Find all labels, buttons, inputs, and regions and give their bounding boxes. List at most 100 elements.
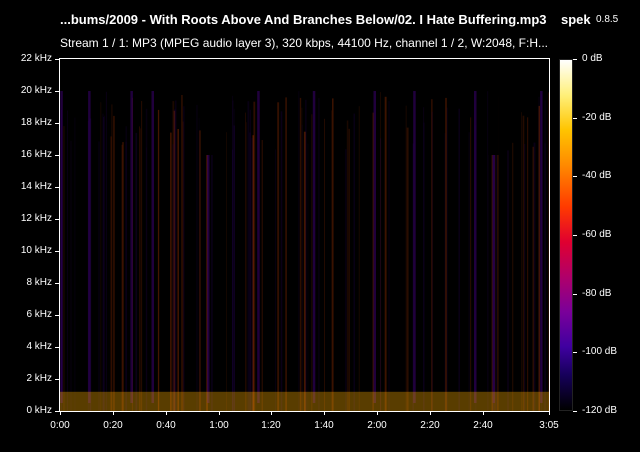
spectral-streak [358,106,360,411]
spectral-streak [497,96,499,411]
spectral-streak [253,101,256,411]
time-tick-mark [549,411,550,415]
spectral-streak [285,97,287,411]
spectral-streak [70,140,72,411]
spectral-streak [507,150,509,411]
db-tick-mark [573,294,577,295]
spectral-streak [182,106,185,411]
spectral-streak [140,128,142,411]
spectral-streak [103,116,105,411]
spectral-streak [470,117,472,411]
db-tick-label: -100 dB [582,346,618,357]
quiet-gap [257,91,260,403]
spectral-streak [423,122,425,411]
db-tick-label: -60 dB [582,229,612,240]
spectral-streak [299,97,302,411]
quiet-gap [130,91,133,403]
spectral-streak [544,143,546,411]
spectral-streak [141,101,143,411]
spectral-streak [346,120,349,411]
db-tick-mark [573,118,577,119]
spectral-streak [172,101,175,411]
freq-tick-mark [55,155,59,156]
time-tick-label: 2:20 [420,420,440,431]
db-tick-label: -80 dB [582,288,612,299]
spectral-streak [248,132,251,411]
time-tick-mark [377,411,378,415]
time-tick-label: 0:40 [156,420,176,431]
spectral-streak [175,100,177,411]
spectral-streak [372,112,374,411]
spectral-streak [307,143,309,411]
file-title: ...bums/2009 - With Roots Above And Bran… [60,12,547,27]
spectral-streak [245,112,246,411]
time-tick-mark [324,411,325,415]
db-tick-mark [573,235,577,236]
db-tick-label: -120 dB [582,405,618,416]
spectral-streak [301,124,303,411]
spectral-streak [173,109,176,411]
spectral-streak [125,141,127,411]
spectral-streak [173,110,176,411]
time-tick-mark [113,411,114,415]
spectral-streak [249,109,251,411]
time-tick-mark [430,411,431,415]
freq-tick-label: 18 kHz [20,117,52,128]
spectral-streak [423,107,425,411]
freq-tick-mark [55,59,59,60]
spectral-streak [232,100,234,411]
db-tick-mark [573,411,577,412]
freq-tick-mark [55,283,59,284]
spectral-streak [102,113,104,411]
spectral-streak [298,91,300,411]
quiet-gap [312,91,316,403]
spectral-streak [125,126,128,411]
frequency-notch [488,91,499,155]
spectral-streak [232,149,234,411]
spectral-streak [431,111,433,411]
spectral-streak [388,101,390,411]
app-version: 0.8.5 [596,14,619,25]
bass-band [60,391,549,411]
spectral-streak [105,91,107,411]
spectral-streak [122,142,124,411]
spectral-streak [145,108,148,411]
spectral-streak [405,105,407,411]
db-tick-mark [573,352,577,353]
spectral-streak [532,146,535,411]
quiet-gap [373,91,376,403]
spectral-streak [431,99,433,411]
spectral-streak [251,137,254,411]
spectral-streak [512,142,514,411]
spectral-streak [135,132,138,411]
freq-tick-mark [55,219,59,220]
spectral-streak [324,118,325,411]
spectral-streak [487,91,489,411]
spectral-streak [311,114,313,411]
spectral-streak [245,122,247,411]
spectral-streak [100,102,102,411]
spectral-streak [380,92,381,411]
spectral-streak [380,138,382,411]
spectral-streak [104,115,105,411]
spectral-streak [495,112,498,411]
spectral-streak [233,108,235,411]
spectral-streak [232,95,234,411]
app-name: spek [561,12,591,27]
time-tick-label: 2:40 [473,420,493,431]
spectral-streak [275,149,276,411]
freq-tick-label: 12 kHz [20,213,52,224]
spectral-streak [345,149,347,411]
freq-tick-label: 20 kHz [20,85,52,96]
spectral-streak [348,128,350,411]
spectral-streak [252,135,254,411]
freq-tick-label: 0 kHz [26,405,52,416]
spectral-streak [303,131,306,411]
freq-tick-label: 8 kHz [26,277,52,288]
stream-info: Stream 1 / 1: MP3 (MPEG audio layer 3), … [60,36,549,50]
spectral-streak [445,97,447,411]
spectral-streak [198,118,200,411]
spectral-streak [446,107,448,411]
db-tick-label: 0 dB [582,53,603,64]
